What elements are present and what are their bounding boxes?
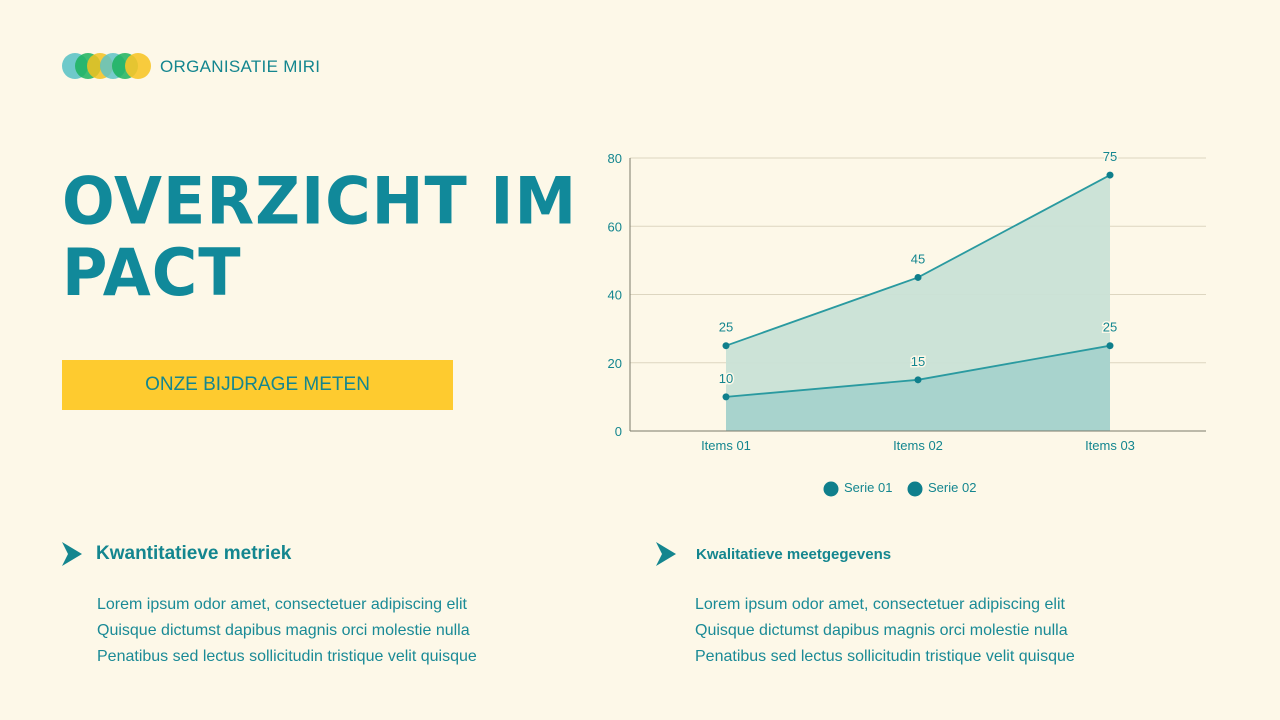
- data-label: 75: [1103, 149, 1117, 164]
- section-heading: Kwantitatieve metriek: [96, 543, 292, 564]
- data-label: 10: [719, 371, 733, 386]
- legend-label: Serie 01: [844, 480, 892, 495]
- data-point: [1106, 171, 1114, 179]
- measure-contribution-button[interactable]: ONZE BIJDRAGE METEN: [62, 360, 453, 410]
- area-serie-02: [726, 345, 1110, 431]
- section-body: Lorem ipsum odor amet, consectetuer adip…: [656, 592, 1176, 670]
- data-point: [914, 376, 922, 384]
- quantitative-section: Kwantitatieve metriek Lorem ipsum odor a…: [62, 540, 582, 670]
- data-point: [722, 342, 730, 350]
- data-label: 25: [1103, 320, 1117, 335]
- title-line-1: OVERZICHT IM: [62, 162, 578, 240]
- title-line-2: PACT: [62, 234, 242, 311]
- body-line: Lorem ipsum odor amet, consectetuer adip…: [97, 596, 467, 613]
- x-tick-label: Items 02: [893, 438, 943, 453]
- x-tick-label: Items 03: [1085, 438, 1135, 453]
- section-heading: Kwalitatieve meetgegevens: [696, 545, 892, 563]
- arrow-right-icon: [656, 542, 676, 566]
- organisation-name: ORGANISATIE MIRI: [160, 57, 321, 76]
- data-label: 15: [911, 354, 925, 369]
- legend-label: Serie 02: [928, 480, 976, 495]
- y-tick-label: 80: [608, 151, 622, 166]
- body-line: Lorem ipsum odor amet, consectetuer adip…: [695, 596, 1065, 613]
- y-tick-label: 60: [608, 219, 622, 234]
- data-label: 45: [911, 251, 925, 266]
- data-point: [1106, 342, 1114, 350]
- body-line: Quisque dictumst dapibus magnis orci mol…: [695, 622, 1068, 639]
- y-tick-label: 0: [615, 424, 622, 439]
- data-label: 25: [719, 320, 733, 335]
- legend-marker: [823, 481, 839, 497]
- logo-circles-icon: [62, 53, 151, 79]
- body-line: Quisque dictumst dapibus magnis orci mol…: [97, 622, 470, 639]
- y-tick-label: 20: [608, 356, 622, 371]
- qualitative-section: Kwalitatieve meetgegevens Lorem ipsum od…: [656, 540, 1176, 670]
- x-tick-label: Items 01: [701, 438, 751, 453]
- legend-marker: [907, 481, 923, 497]
- body-line: Penatibus sed lectus sollicitudin tristi…: [97, 648, 477, 665]
- y-tick-label: 40: [608, 288, 622, 303]
- arrow-right-icon: [62, 542, 82, 566]
- section-body: Lorem ipsum odor amet, consectetuer adip…: [62, 592, 582, 670]
- body-line: Penatibus sed lectus sollicitudin tristi…: [695, 648, 1075, 665]
- data-point: [722, 393, 730, 401]
- impact-area-chart: 0 20 40 60 80 25 45 75 10 15 25 Items 01 Items 02 Ite…: [608, 148, 1206, 497]
- page-title: OVERZICHT IM PACT: [62, 162, 602, 311]
- data-point: [914, 273, 922, 281]
